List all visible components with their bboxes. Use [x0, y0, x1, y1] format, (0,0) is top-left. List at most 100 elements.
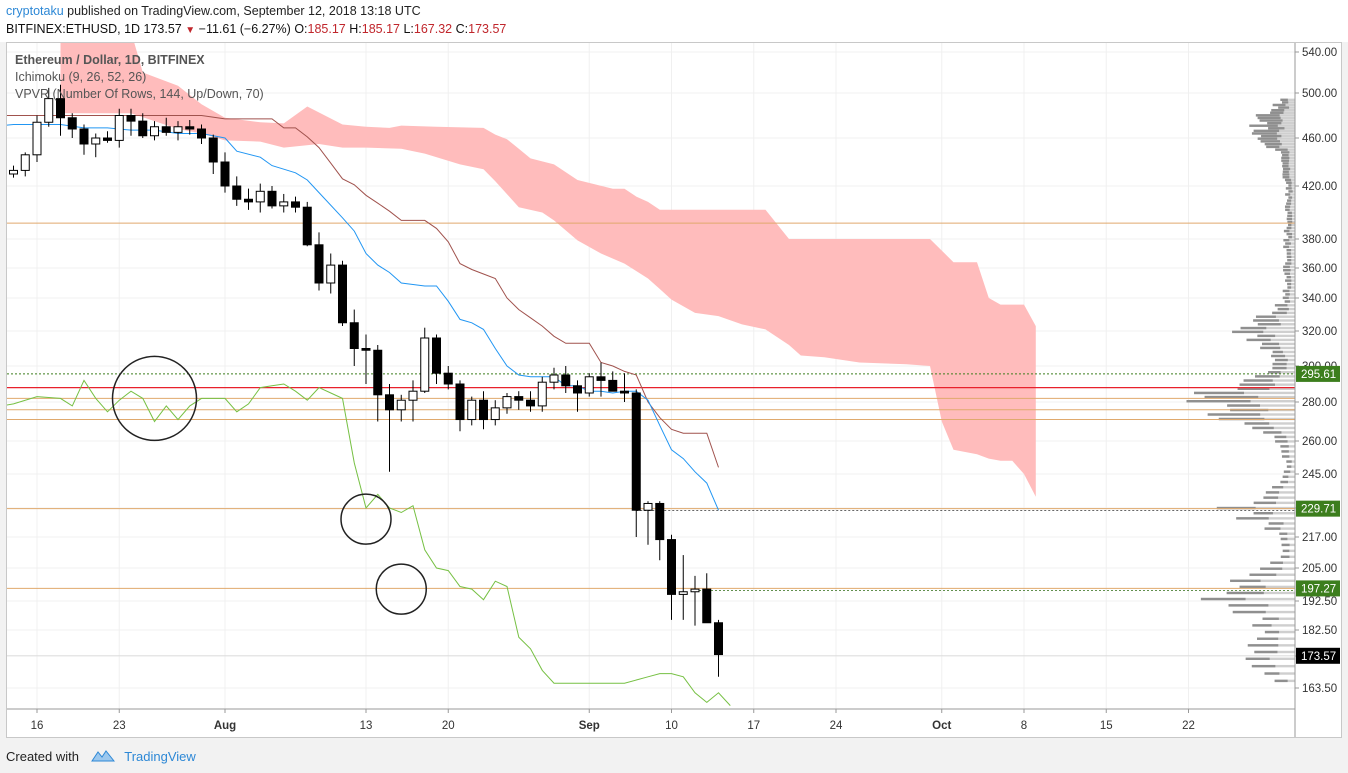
candle — [173, 121, 183, 141]
volume-bar-down — [1254, 375, 1280, 378]
legend-ichimoku[interactable]: Ichimoku (9, 26, 52, 26) — [15, 70, 147, 84]
volume-bar-down — [1268, 371, 1281, 374]
volume-bar-down — [1286, 465, 1292, 468]
candle-body — [91, 137, 101, 145]
volume-bar-down — [1281, 159, 1290, 162]
volume-bar-down — [1268, 522, 1284, 525]
volume-bar-up — [1281, 101, 1295, 104]
volume-bar-up — [1282, 296, 1295, 300]
price-tick-label: 192.50 — [1302, 596, 1337, 608]
author-link[interactable]: cryptotaku — [6, 4, 64, 18]
volume-bar-down — [1257, 334, 1276, 338]
volume-bar-down — [1247, 644, 1279, 647]
candle-body — [467, 399, 477, 421]
volume-bar-down — [1282, 549, 1290, 553]
candle — [220, 152, 230, 193]
volume-bar-up — [1280, 537, 1295, 541]
volume-bar-down — [1275, 440, 1288, 443]
candle — [573, 380, 582, 412]
candle-body — [255, 190, 265, 203]
down-arrow-icon: ▼ — [185, 25, 196, 36]
volume-bar-down — [1285, 187, 1292, 190]
volume-bar-down — [1261, 342, 1280, 346]
candle-body — [490, 407, 500, 421]
candle-body — [690, 588, 700, 593]
volume-bar-down — [1285, 262, 1292, 265]
candle-body — [185, 126, 195, 130]
candle-body — [655, 502, 665, 541]
candle — [338, 260, 347, 327]
candle-body — [408, 390, 418, 401]
volume-bar-down — [1287, 199, 1292, 202]
candle-body — [67, 117, 77, 130]
price-tick-label: 540.00 — [1302, 47, 1337, 59]
chart-panel[interactable] — [6, 42, 1342, 738]
candle — [114, 108, 124, 148]
volume-bar-down — [1252, 426, 1274, 430]
volume-bar-down — [1286, 217, 1292, 221]
volume-bar-down — [1266, 145, 1280, 149]
volume-bar-down — [1232, 330, 1264, 334]
volume-bar-down — [1283, 265, 1290, 269]
volume-bar-down — [1257, 116, 1281, 120]
candle — [443, 366, 453, 390]
high-value: 185.17 — [361, 22, 400, 36]
kijun-sen-line — [7, 115, 719, 468]
volume-bar-down — [1255, 315, 1276, 318]
candle-body — [56, 98, 65, 119]
tradingview-link[interactable]: TradingView — [124, 749, 196, 764]
volume-bar-up — [1246, 338, 1295, 342]
candle — [302, 201, 312, 247]
candle-body — [44, 98, 54, 123]
candle-body — [714, 622, 723, 656]
candle — [79, 124, 89, 155]
volume-bar-down — [1255, 114, 1280, 117]
publish-line: cryptotaku published on TradingView.com,… — [6, 4, 421, 18]
price-label-text: 295.61 — [1301, 369, 1336, 381]
volume-bar-down — [1204, 395, 1259, 399]
candle-body — [173, 126, 183, 133]
price-tick-label: 280.00 — [1302, 397, 1337, 409]
volume-bar-down — [1251, 664, 1276, 668]
volume-bar-down — [1271, 108, 1285, 112]
candle — [138, 113, 148, 138]
annotation-circle — [375, 563, 427, 615]
candle-body — [549, 374, 559, 383]
volume-bar-down — [1280, 537, 1288, 541]
high-label: H: — [349, 22, 362, 36]
time-tick-label: 13 — [360, 720, 373, 732]
candle-body — [244, 198, 253, 203]
volume-bar-down — [1287, 214, 1293, 218]
volume-bar-down — [1260, 346, 1281, 350]
candle — [608, 371, 618, 392]
candle — [349, 309, 359, 366]
candle — [631, 389, 641, 537]
candle — [549, 367, 559, 390]
volume-bar-down — [1281, 455, 1290, 458]
volume-bar-down — [1257, 323, 1281, 326]
candle-body — [32, 121, 42, 156]
candle — [596, 362, 606, 397]
legend-vpvr[interactable]: VPVR (Number Of Rows, 144, Up/Down, 70) — [15, 87, 264, 101]
volume-bar-down — [1244, 422, 1270, 425]
volume-bar-up — [1282, 162, 1295, 165]
candle — [502, 393, 512, 414]
candle — [714, 619, 723, 677]
legend-title: Ethereum / Dollar, 1D, BITFINEX — [15, 53, 205, 67]
candle-body — [150, 126, 159, 137]
candle-body — [291, 201, 300, 208]
chikou-span-line — [7, 379, 731, 706]
time-tick-label: 22 — [1182, 720, 1195, 732]
candle-body — [678, 591, 688, 595]
candle-body — [561, 374, 571, 387]
volume-bar-down — [1286, 249, 1292, 252]
candle-body — [537, 381, 547, 407]
volume-bar-down — [1278, 106, 1290, 109]
volume-bar-down — [1264, 142, 1282, 146]
candle-body — [443, 372, 453, 385]
volume-bar-down — [1286, 181, 1292, 184]
header: cryptotaku published on TradingView.com,… — [0, 0, 1348, 42]
volume-bar-down — [1272, 350, 1283, 354]
volume-bar-down — [1272, 362, 1287, 366]
